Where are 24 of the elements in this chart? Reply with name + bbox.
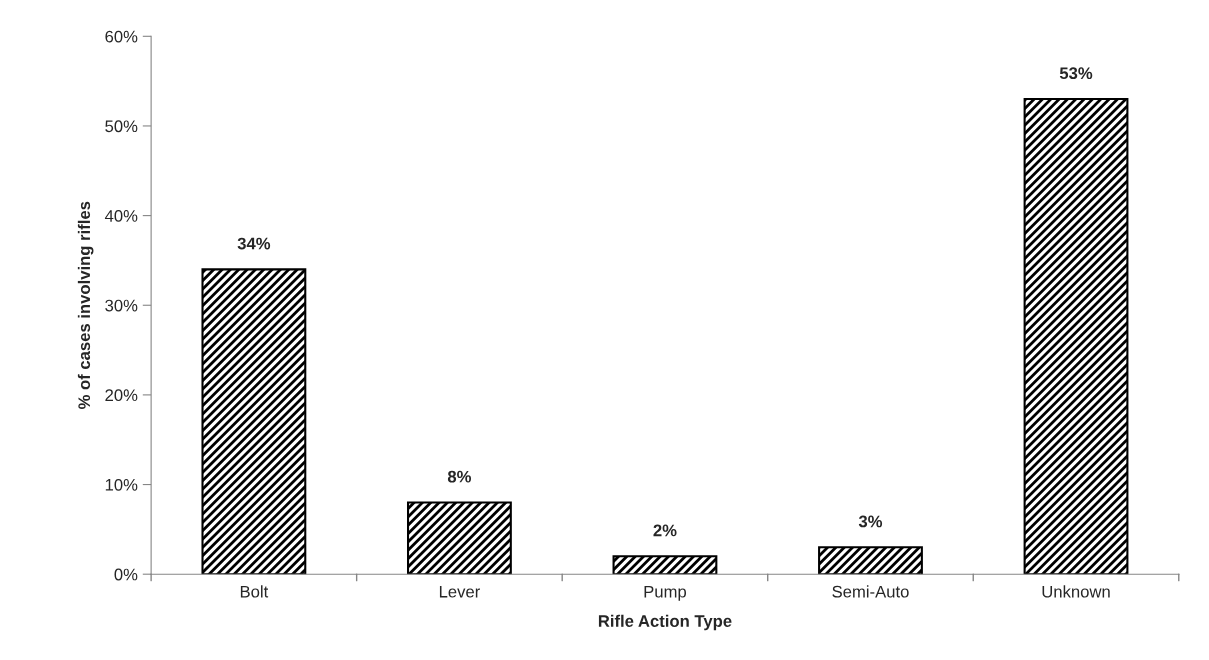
bar <box>407 501 512 575</box>
x-axis-title: Rifle Action Type <box>598 614 732 631</box>
x-tick-label: Pump <box>644 585 687 601</box>
data-label: 53% <box>1059 67 1093 80</box>
x-tick-label: Bolt <box>240 585 269 598</box>
x-tick-label: Lever <box>439 585 480 598</box>
data-label: 3% <box>858 515 883 528</box>
bar <box>1023 98 1129 575</box>
x-tick-label: Semi-Auto <box>832 585 909 598</box>
bar <box>818 546 923 575</box>
y-tick-label: 40% <box>104 210 138 222</box>
bar <box>201 268 307 575</box>
y-axis-title: % of cases involving rifles <box>77 201 94 410</box>
data-label: 2% <box>653 524 677 537</box>
y-tick-label: 10% <box>105 478 138 491</box>
data-label: 34% <box>237 237 271 250</box>
y-tick-label: 60% <box>105 30 138 43</box>
y-tick-label: 20% <box>105 389 138 402</box>
y-tick-label: 0% <box>114 568 138 581</box>
y-tick-label: 30% <box>105 299 138 312</box>
x-tick-label: Unknown <box>1042 585 1110 598</box>
bar <box>612 555 718 575</box>
y-tick-label: 50% <box>105 120 138 133</box>
data-label: 8% <box>447 470 472 483</box>
